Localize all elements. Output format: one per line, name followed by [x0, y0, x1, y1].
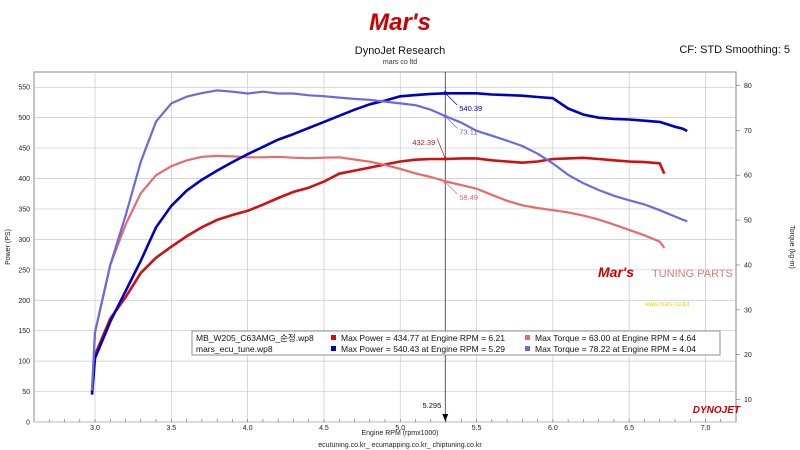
cf-smoothing-label: CF: STD Smoothing: 5 [679, 44, 790, 56]
x-axis-title: Engine RPM (rpmx1000) [361, 430, 438, 437]
x-tick-label: 4.0 [243, 425, 253, 432]
watermark: Mar's TUNING PARTS www.mars-co.ltd [598, 264, 733, 308]
y-tick-label: 100 [18, 359, 30, 366]
legend-power-1: Max Power = 434.77 at Engine RPM = 6.21 [341, 333, 505, 343]
y2-tick-label: 40 [744, 262, 752, 269]
watermark-logo: Mar's [598, 264, 634, 280]
y2-tick-label: 10 [744, 397, 752, 404]
x-tick-label: 5.0 [395, 425, 405, 432]
y2-tick-label: 20 [744, 352, 752, 359]
legend-box [191, 330, 721, 356]
y-axis-title: Power (PS) [5, 229, 12, 265]
chart-subtitle: mars co ltd [383, 59, 417, 66]
annotation-leader [445, 92, 458, 106]
annotation-point [443, 180, 448, 184]
y-tick-label: 300 [18, 237, 30, 244]
annotation-leader [436, 138, 446, 159]
y2-axis-title: Torque (kg-m) [788, 225, 795, 269]
series-line-run1-torque [90, 154, 666, 391]
x-tick-label: 6.0 [548, 425, 558, 432]
x-tick-label: 7.0 [701, 425, 711, 432]
axes: 3.0 3.5 4.0 4.5 5.0 5.5 6.0 6.5 7.0 0 50 100 150 200 2… [18, 83, 752, 432]
legend-file-1: MB_W205_C63AMG_순정.wp8 [196, 333, 314, 343]
chart-title: DynoJet Research [355, 45, 446, 57]
legend-swatch-run2-power [331, 346, 336, 351]
y-tick-label: 350 [18, 206, 30, 213]
annotations: 540.39 432.39 73.11 58.49 [412, 91, 482, 202]
mars-logo: Mar's [369, 9, 431, 36]
watermark-url: www.mars-co.ltd [644, 302, 689, 308]
annotation-label: 540.39 [459, 104, 482, 113]
y2-tick-label: 60 [744, 173, 752, 180]
y2-tick-label: 70 [744, 128, 752, 135]
legend-swatch-run1-torque [525, 335, 530, 340]
legend: MB_W205_C63AMG_순정.wp8 Max Power = 434.77… [191, 330, 721, 356]
y2-tick-label: 50 [744, 218, 752, 225]
y-tick-label: 250 [18, 267, 30, 274]
legend-torque-1: Max Torque = 63.00 at Engine RPM = 4.64 [535, 333, 696, 343]
y-tick-label: 50 [22, 389, 30, 396]
x-tick-label: 3.5 [166, 425, 176, 432]
rpm-cursor[interactable]: 5.295 [422, 72, 449, 422]
annotation-leader [445, 116, 458, 129]
y-tick-label: 400 [18, 176, 30, 183]
y-tick-label: 450 [18, 146, 30, 153]
cursor-marker [442, 414, 449, 421]
annotation-label: 73.11 [459, 127, 477, 136]
x-tick-label: 4.5 [319, 425, 329, 432]
dynojet-logo: DYNOJET [693, 405, 741, 416]
series-line-run2-torque [90, 89, 688, 391]
y2-tick-label: 80 [744, 83, 752, 90]
series-group [90, 89, 688, 395]
series-line-run2-power [90, 92, 688, 395]
y-tick-label: 550 [18, 85, 30, 92]
annotation-point [443, 91, 448, 95]
legend-power-2: Max Power = 540.43 at Engine RPM = 5.29 [341, 344, 505, 354]
cursor-value-label: 5.295 [422, 401, 441, 410]
legend-torque-2: Max Torque = 78.22 at Engine RPM = 4.04 [535, 344, 696, 354]
series-line-run1-power [90, 156, 666, 392]
legend-swatch-run2-torque [525, 346, 530, 351]
plot-area [33, 71, 737, 423]
legend-file-2: mars_ecu_tune.wp8 [196, 344, 273, 354]
annotation-leader [445, 181, 458, 195]
annotation-point [443, 157, 448, 161]
x-tick-label: 3.0 [90, 425, 100, 432]
y-tick-label: 0 [26, 420, 30, 427]
y-tick-label: 150 [18, 328, 30, 335]
annotation-point [443, 114, 448, 119]
x-tick-label: 5.5 [472, 425, 482, 432]
legend-swatch-run1-power [331, 335, 336, 340]
footer-text: ecutuning.co.kr_ ecumapping.co.kr_ chipt… [318, 442, 482, 449]
annotation-label: 58.49 [459, 193, 478, 202]
watermark-text: TUNING PARTS [652, 268, 733, 280]
y2-tick-label: 30 [744, 307, 752, 314]
annotation-label: 432.39 [412, 138, 435, 147]
y-tick-label: 200 [18, 298, 30, 305]
x-tick-label: 6.5 [624, 425, 634, 432]
y-tick-label: 500 [18, 115, 30, 122]
